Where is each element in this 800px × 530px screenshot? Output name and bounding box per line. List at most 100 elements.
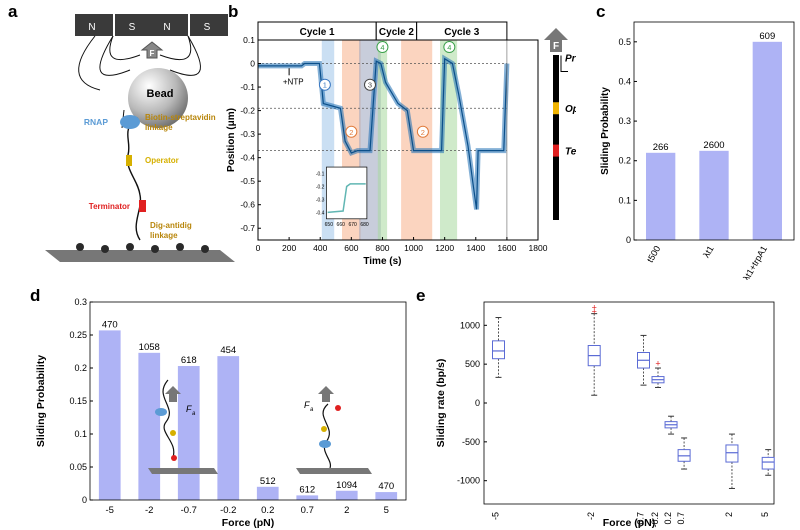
dig-stars <box>76 243 209 253</box>
chart-c: 266 t500 2600 λt1 609 λt1+trpA1 0 0.1 0.2 0.3 0.4 0… <box>600 21 795 280</box>
xtick-label-b-2: 400 <box>313 243 327 253</box>
data-label-svgD-5: 612 <box>299 484 315 495</box>
ytick-label-b-4: -0.3 <box>240 129 255 139</box>
panel-d-label: d <box>30 286 41 305</box>
ytick-label-svgC-5: 0.5 <box>618 37 631 47</box>
inset-ytick-3: -0.4 <box>316 210 325 216</box>
dna-left <box>162 379 175 458</box>
panel-b-label: b <box>228 2 239 21</box>
frame-svgC <box>633 21 795 241</box>
cat-label-e-7: 5 <box>760 512 770 517</box>
outlier-1-1: + <box>592 302 597 312</box>
magnet-left: N S <box>75 14 153 36</box>
frame-e <box>483 301 775 505</box>
cat-label-svgC-0: t500 <box>645 244 662 264</box>
shaded-region-4 <box>401 40 433 240</box>
ytick-label-svgD-4: 0.2 <box>74 363 87 373</box>
cat-label-svgC-2: λt1+trpA1 <box>741 244 769 280</box>
xlabel-e: Force (pN) <box>603 517 656 529</box>
panel-a-schematic: N S N S F Bead RNAP Biotin-streptavidin … <box>45 14 235 262</box>
ytick-label-b-1: 0 <box>250 59 255 69</box>
force-arrow-left-icon <box>165 386 181 402</box>
trace-line <box>258 57 508 210</box>
surface <box>45 250 235 262</box>
panel-a-label: a <box>8 2 18 21</box>
bar-svgD-6 <box>335 490 358 500</box>
xlabel-d: Force (pN) <box>222 517 275 529</box>
data-label-svgD-6: 1094 <box>336 480 357 491</box>
cat-label-e-5: 0.7 <box>676 512 686 525</box>
cycle-box-2 <box>416 21 508 41</box>
step-circle-label-1: 2 <box>349 128 353 137</box>
terminator-icon <box>139 200 146 212</box>
step-circle-label-2: 3 <box>368 81 372 90</box>
box-0 <box>492 340 505 360</box>
cat-label-svgD-2: -0.7 <box>181 505 197 516</box>
step-circle-2 <box>364 78 376 91</box>
force-label-a: F <box>150 49 155 58</box>
track-pos-label-2: Ter <box>565 147 576 158</box>
xtick-label-b-4: 800 <box>375 243 389 253</box>
force-arrow-icon <box>140 41 164 59</box>
track-force-label: F <box>553 41 559 52</box>
data-label-svgC-0: 266 <box>653 142 669 153</box>
ytick-label-svgC-1: 0.1 <box>618 195 631 205</box>
step-circle-label-4: 4 <box>380 43 384 52</box>
bar-svgD-5 <box>296 495 319 500</box>
surface-right <box>296 468 372 474</box>
cat-label-e-6: 2 <box>724 512 734 517</box>
terminator-left-icon <box>171 455 177 461</box>
outlier-3-0: + <box>655 358 660 368</box>
inset-xtick-3: 680 <box>360 222 369 228</box>
bar-svgD-7 <box>375 492 398 500</box>
xtick-label-b-6: 1200 <box>435 243 454 253</box>
step-circle-0 <box>318 78 331 91</box>
cat-label-e-4: 0.2 <box>663 512 673 525</box>
cat-label-svgD-0: -5 <box>106 505 114 516</box>
ytick-label-b-2: -0.1 <box>240 82 255 92</box>
cycle-label-1: Cycle 2 <box>379 27 414 38</box>
data-label-svgD-0: 470 <box>102 319 118 330</box>
rnap-left-icon <box>155 408 167 416</box>
chart-b: 0 200 400 600 800 1000 1200 1400 1600 18000.10-0.… <box>226 21 576 267</box>
ylabel-b: Position (μm) <box>226 108 237 172</box>
outlier-1-0: + <box>592 306 597 316</box>
ytick-label-svgC-0: 0 <box>626 235 631 245</box>
ytick-label-b-8: -0.7 <box>240 223 255 233</box>
promoter-arrow <box>560 55 568 73</box>
plot-frame-b <box>257 39 539 241</box>
magnet-left-s: S <box>129 22 136 33</box>
ytick-label-e-0: 1000 <box>460 320 480 330</box>
cat-label-e-3: -0.2 <box>650 512 660 528</box>
data-label-svgD-7: 470 <box>378 481 394 492</box>
cat-label-svgD-3: -0.2 <box>220 505 236 516</box>
dna-tether <box>126 117 142 241</box>
dna-right <box>322 403 332 469</box>
terminator-right-icon <box>335 405 341 411</box>
bead-label: Bead <box>147 88 174 100</box>
cat-label-svgD-4: 0.2 <box>261 505 274 516</box>
ytick-label-e-3: -500 <box>462 437 480 447</box>
ytick-label-svgD-0: 0 <box>82 495 87 505</box>
xlabel-b: Time (s) <box>363 256 401 267</box>
ytick-label-e-1: 500 <box>465 359 480 369</box>
ytick-label-b-5: -0.4 <box>240 153 255 163</box>
step-circle-3 <box>416 125 429 138</box>
ytick-label-e-2: 0 <box>475 398 480 408</box>
bar-svgD-0 <box>98 330 121 500</box>
track-pos-label-1: Op <box>565 104 576 115</box>
chart-d: 470 -5 1058 -2 618 -0.7 454 -0.2 512 0.2 612 0.7 109… <box>35 297 407 529</box>
inset-xtick-0: 650 <box>325 222 334 228</box>
cat-label-svgC-1: λt1 <box>701 244 716 259</box>
ytick-label-b-3: -0.2 <box>240 106 255 116</box>
xtick-label-b-3: 600 <box>344 243 358 253</box>
magnet-left-n: N <box>88 22 95 33</box>
bead-icon <box>128 68 188 128</box>
ytick-label-b-7: -0.6 <box>240 200 255 210</box>
operator-right-icon <box>321 426 327 432</box>
rnap-label: RNAP <box>84 117 108 127</box>
inset-trace <box>327 183 366 214</box>
ytick-label-b-0: 0.1 <box>243 35 255 45</box>
